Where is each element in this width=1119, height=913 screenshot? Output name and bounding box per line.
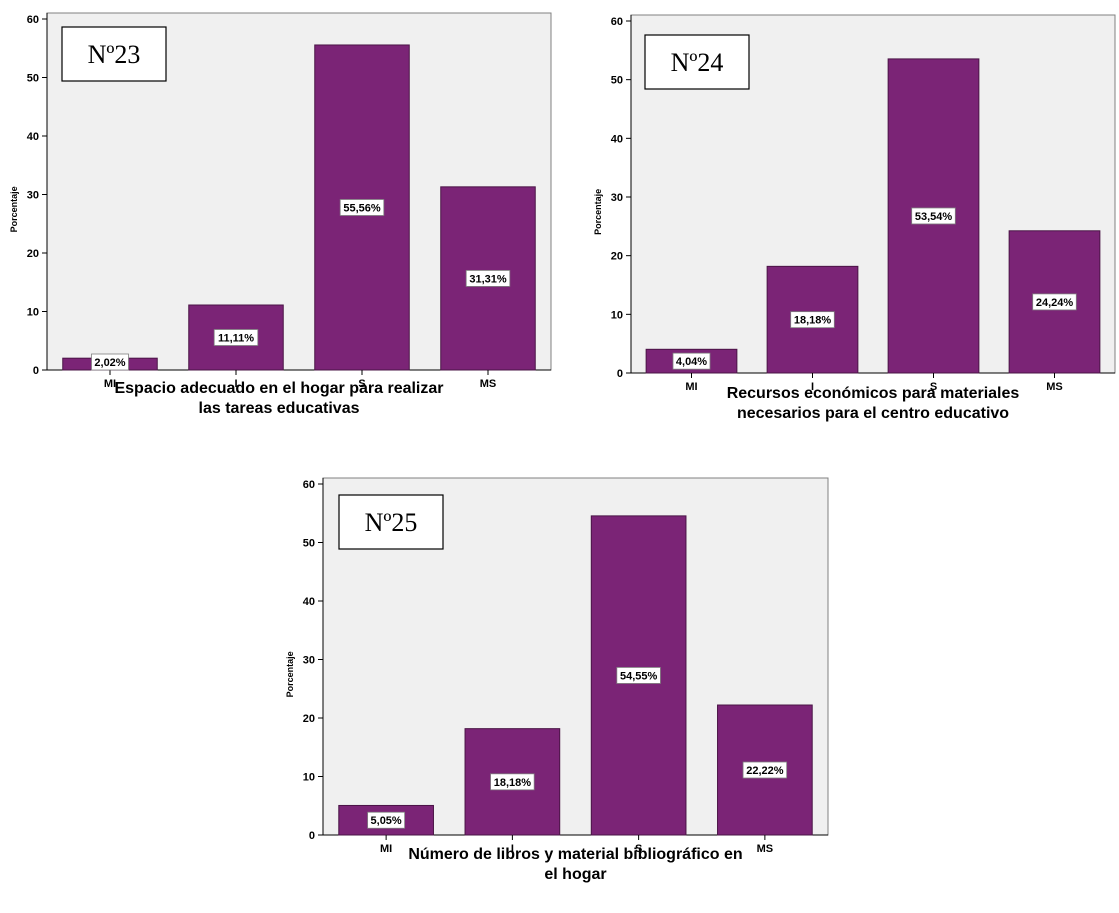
y-tick-label: 10 [27,307,39,319]
x-axis-title-line: el hogar [544,866,606,883]
data-label-s: 54,55% [616,667,661,684]
x-axis-title-line: Espacio adecuado en el hogar para realiz… [114,380,443,397]
x-tick-label: MS [480,378,497,390]
y-tick-label: 50 [303,538,315,550]
data-label-mi: 4,04% [672,352,711,370]
x-axis-title-line: las tareas educativas [199,400,360,417]
y-tick-label: 60 [27,14,39,26]
data-label-box [339,199,385,216]
data-label-box [616,667,661,684]
y-tick-label: 20 [27,248,39,260]
y-tick-label: 20 [611,251,623,263]
badge-label: Nº25 [365,508,418,537]
y-tick-label: 50 [27,73,39,85]
y-tick-label: 60 [303,479,315,491]
x-tick-label: MI [380,843,392,855]
data-label-box [490,773,535,791]
data-label-box [742,761,788,779]
chart-recursos-economicos: 0 10 20 30 40 50 60 Porcentaje MI 4,04% I 18,18% S 53… [593,14,1116,422]
data-label-text: 18,18% [794,315,832,327]
badge-box [644,34,750,90]
data-label-text: 4,04% [676,356,707,368]
x-tick-label: I [511,843,514,855]
x-axis-title-line: Número de libros y material bibliográfic… [408,846,742,863]
data-label-box [91,353,129,371]
data-label-box [1032,293,1077,311]
x-tick-label: MI [685,381,697,393]
data-label-text: 53,54% [915,211,953,223]
x-tick-label: S [358,378,365,390]
data-label-text: 22,22% [746,765,784,777]
data-label-text: 31,31% [469,273,507,285]
data-label-box [465,270,511,287]
badge-label: Nº23 [88,40,141,69]
y-axis-label: Porcentaje [593,189,603,235]
y-tick-label: 40 [303,596,315,608]
data-label-text: 2,02% [94,357,125,369]
bar-i [188,304,284,371]
y-tick-label: 30 [27,190,39,202]
chart-espacio-adecuado: 0 10 20 30 40 50 60 Porcentaje MI 2,02% I 11,11% S 55… [9,12,552,417]
badge-box [338,494,444,550]
x-tick-label: I [234,378,237,390]
data-label-i: 18,18% [790,311,835,329]
y-tick-label: 10 [611,309,623,321]
y-tick-label: 60 [611,16,623,28]
data-label-ms: 22,22% [742,761,788,779]
y-axis-label: Porcentaje [9,186,19,232]
x-tick-label: MS [1046,381,1063,393]
data-label-text: 18,18% [494,777,532,789]
y-tick-label: 50 [611,75,623,87]
data-label-i: 18,18% [490,773,535,791]
y-tick-label: 20 [303,713,315,725]
y-tick-label: 0 [309,830,315,842]
data-label-i: 11,11% [213,329,259,346]
data-label-text: 24,24% [1036,297,1074,309]
x-axis-title-line: necesarios para el centro educativo [737,405,1009,422]
data-label-mi: 2,02% [91,353,129,371]
data-label-s: 53,54% [911,207,956,225]
data-label-text: 11,11% [218,333,254,345]
x-axis-title-line: Recursos económicos para materiales [727,385,1020,402]
data-label-ms: 31,31% [465,270,511,287]
data-label-text: 5,05% [371,815,402,827]
x-tick-label: S [635,843,642,855]
data-label-box [367,811,406,829]
y-tick-label: 0 [33,365,39,377]
y-tick-label: 10 [303,772,315,784]
x-tick-label: MI [104,378,116,390]
y-tick-label: 30 [303,655,315,667]
y-tick-label: 30 [611,192,623,204]
data-label-box [672,352,711,370]
x-tick-label: S [930,381,937,393]
y-tick-label: 0 [617,368,623,380]
y-tick-label: 40 [611,133,623,145]
data-label-text: 54,55% [620,670,658,682]
x-tick-label: I [811,381,814,393]
badge-label: Nº24 [671,48,724,77]
data-label-ms: 24,24% [1032,293,1077,311]
y-axis-label: Porcentaje [285,651,295,697]
data-label-box [790,311,835,329]
data-label-text: 55,56% [343,202,381,214]
chart-numero-libros: 0 10 20 30 40 50 60 Porcentaje MI 5,05% I 18,18% S 54… [285,477,829,883]
data-label-mi: 5,05% [367,811,406,829]
y-tick-label: 40 [27,131,39,143]
data-label-s: 55,56% [339,199,385,216]
x-tick-label: MS [757,843,774,855]
data-label-box [213,329,259,346]
data-label-box [911,207,956,225]
badge-box [61,26,167,82]
